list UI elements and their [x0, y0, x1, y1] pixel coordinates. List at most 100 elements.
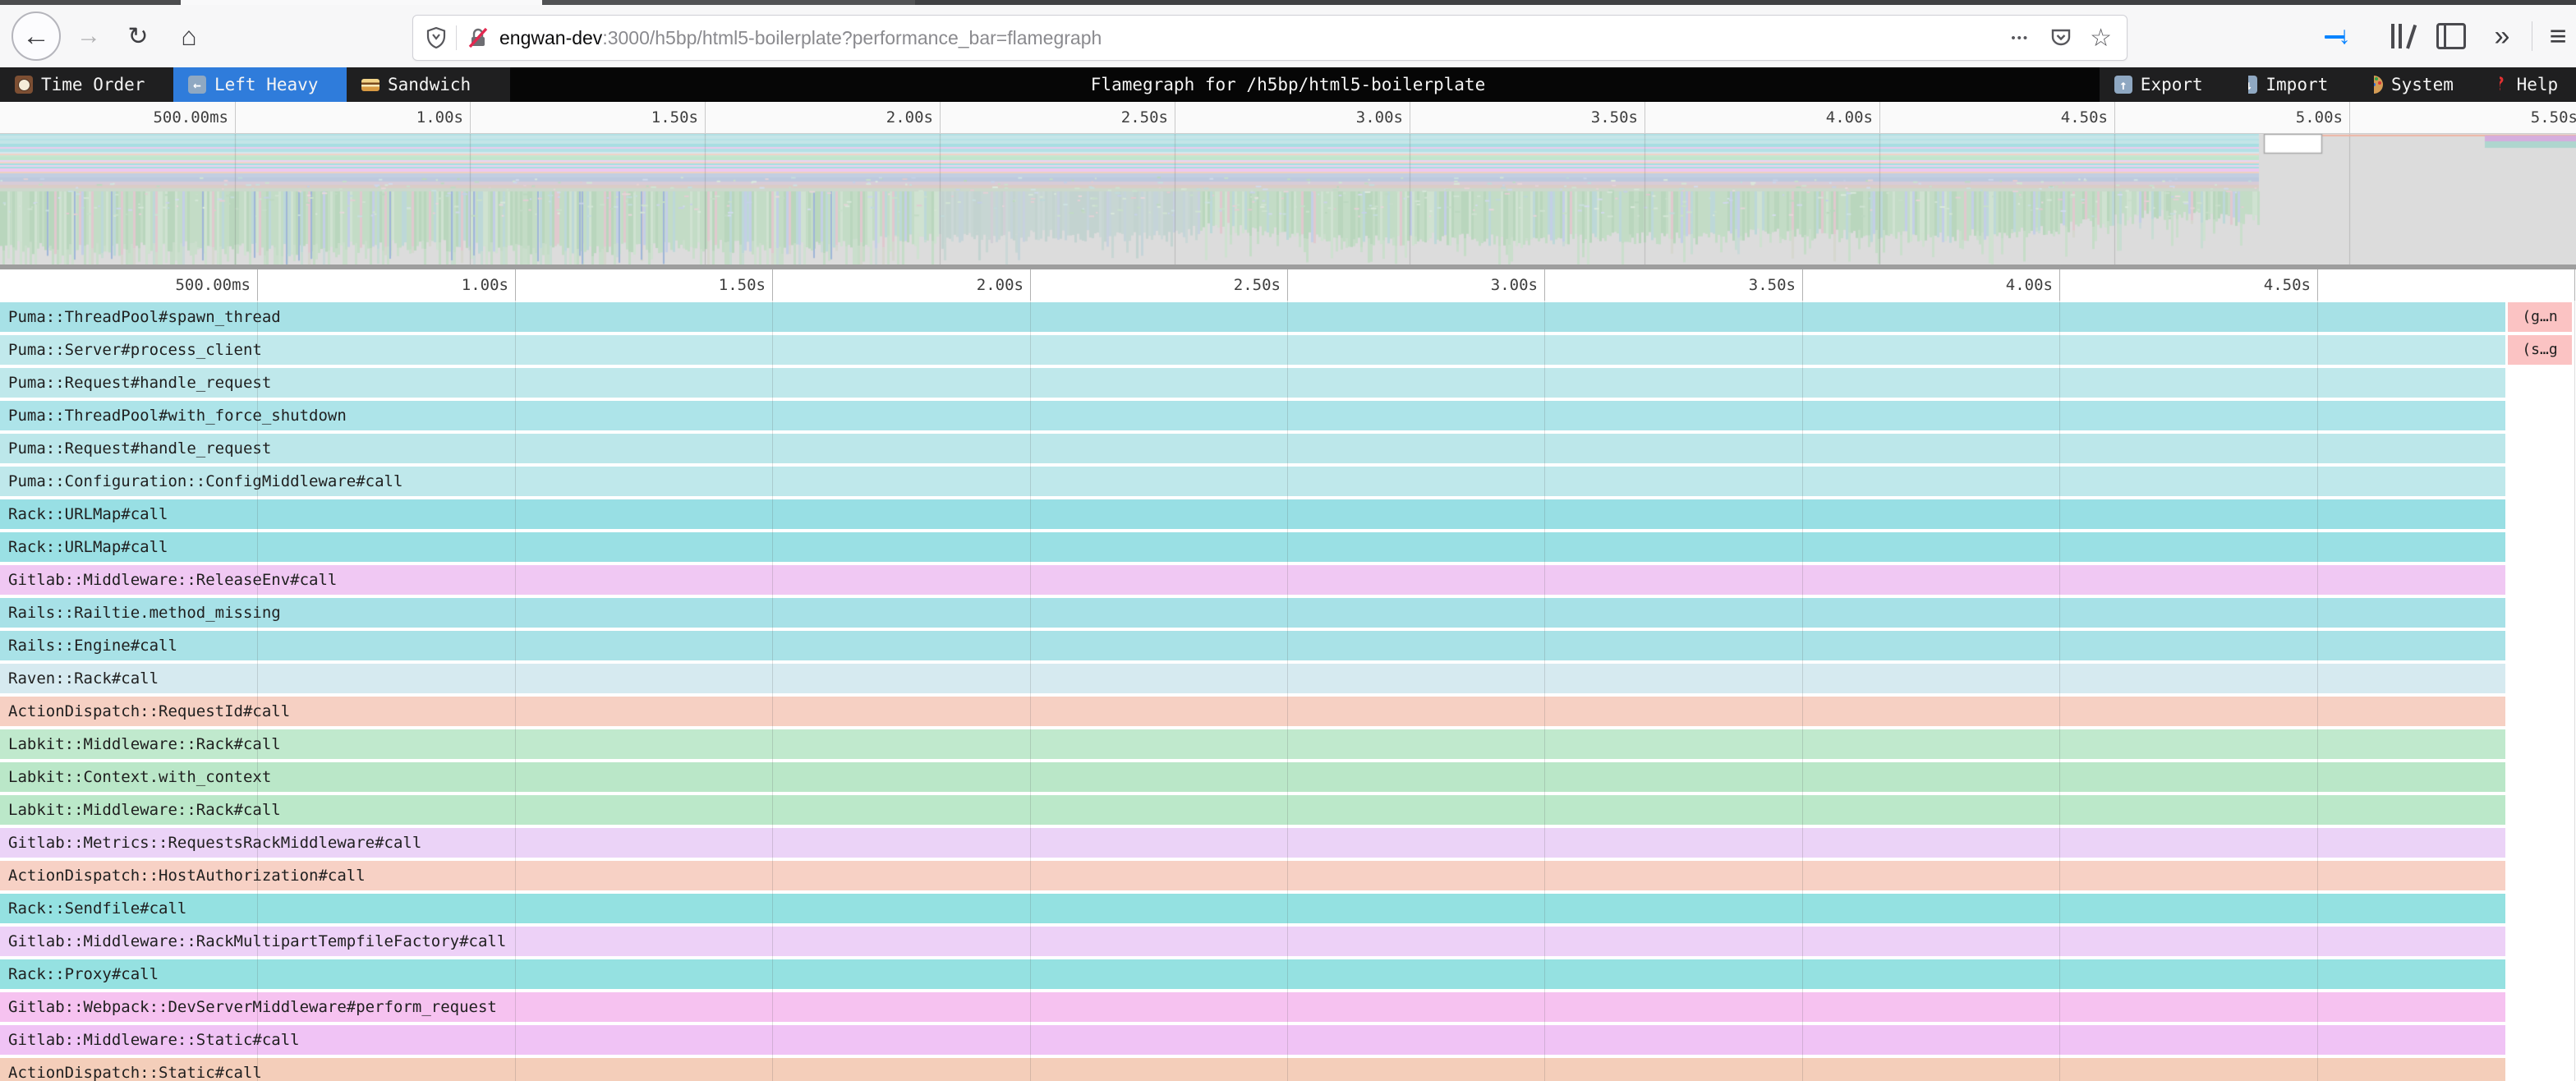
minimap-ruler: 500.00ms 1.00s 1.50s 2.00s 2.50s 3.00s 3.50s 4.… [0, 102, 2576, 134]
ruler-tick [940, 102, 941, 133]
frame-label: ActionDispatch::HostAuthorization#call [8, 867, 366, 885]
download-icon[interactable]: ↓ [2325, 16, 2364, 56]
ruler-label: 2.00s [886, 108, 933, 126]
library-icon[interactable] [2380, 16, 2420, 56]
ruler-tick [1030, 269, 1031, 301]
tab-label: Time Order [41, 75, 145, 94]
ruler-label: 2.50s [1120, 108, 1168, 126]
ruler-label: 500.00ms [153, 108, 228, 126]
minimap-canvas[interactable] [0, 134, 2576, 264]
ruler-tick [515, 269, 516, 301]
frame-label: Puma::Request#handle_request [8, 374, 272, 392]
clock-icon [15, 76, 33, 94]
frame-label: Gitlab::Webpack::DevServerMiddleware#per… [8, 998, 497, 1016]
flame-frame[interactable]: Rack::URLMap#call [0, 532, 2505, 562]
frame-label: Puma::Server#process_client [8, 341, 262, 359]
action-label: Help [2516, 75, 2559, 94]
flamegraph-toolbar: Flamegraph for /h5bp/html5-boilerplate T… [0, 67, 2576, 102]
ruler-tick [2349, 102, 2350, 133]
ruler-label: 4.00s [1825, 108, 1873, 126]
flame-frame[interactable]: Labkit::Middleware::Rack#call [0, 729, 2505, 759]
tab-left-heavy[interactable]: ← Left Heavy [173, 67, 357, 102]
flame-frame[interactable]: Rails::Railtie.method_missing [0, 598, 2505, 628]
main-view-ruler: 500.00ms 1.00s 1.50s 2.00s 2.50s 3.00s 3.50s 4.… [0, 269, 2576, 301]
flame-frame[interactable]: Gitlab::Middleware::ReleaseEnv#call [0, 565, 2505, 595]
tabstrip-segment [542, 0, 915, 5]
bookmark-star-icon[interactable]: ☆ [2090, 24, 2112, 52]
ruler-label: 3.50s [1590, 108, 1638, 126]
flame-frame[interactable]: Labkit::Context.with_context [0, 762, 2505, 792]
reload-button[interactable]: ↻ [127, 22, 149, 50]
ruler-label: 1.00s [416, 108, 463, 126]
flame-frame[interactable]: ActionDispatch::Static#call [0, 1058, 2505, 1081]
flame-frame[interactable]: Rack::Sendfile#call [0, 894, 2505, 923]
ruler-label: 4.50s [2060, 108, 2108, 126]
frame-label: Gitlab::Middleware::RackMultipartTempfil… [8, 932, 507, 950]
flame-frame[interactable]: Gitlab::Middleware::Static#call [0, 1025, 2505, 1055]
ruler-label: 4.50s [2263, 276, 2311, 294]
forward-button[interactable]: → [76, 22, 101, 49]
frame-label: Raven::Rack#call [8, 669, 159, 688]
flame-frame[interactable]: Puma::Request#handle_request [0, 434, 2505, 463]
page-actions-icon[interactable]: ••• [2011, 30, 2030, 45]
export-button[interactable]: ↑ Export [2099, 67, 2249, 102]
frame-label: (g…n [2522, 308, 2558, 325]
url-domain: engwan-dev [499, 26, 603, 48]
ruler-label: 500.00ms [175, 276, 251, 294]
flame-frame[interactable]: Puma::ThreadPool#with_force_shutdown [0, 401, 2505, 430]
flame-frame[interactable]: Rails::Engine#call [0, 631, 2505, 660]
flame-frame[interactable]: Puma::Configuration::ConfigMiddleware#ca… [0, 467, 2505, 496]
divider [456, 25, 457, 50]
ruler-tick [1802, 269, 1803, 301]
ruler-tick [1879, 102, 1880, 133]
flame-frame[interactable]: Raven::Rack#call [0, 664, 2505, 693]
ruler-label: 3.00s [1490, 276, 1538, 294]
frame-label: Rack::URLMap#call [8, 505, 168, 523]
url-text[interactable]: engwan-dev:3000/h5bp/html5-boilerplate?p… [499, 27, 1102, 49]
ruler-label: 2.50s [1233, 276, 1281, 294]
shield-icon[interactable] [426, 27, 446, 48]
flame-frame-gc[interactable]: (g…n [2508, 302, 2572, 332]
back-button[interactable]: ← [12, 12, 61, 61]
flame-frame[interactable]: Puma::ThreadPool#spawn_thread [0, 302, 2505, 332]
flame-frame[interactable]: Gitlab::Metrics::RequestsRackMiddleware#… [0, 828, 2505, 858]
url-bar[interactable]: engwan-dev:3000/h5bp/html5-boilerplate?p… [412, 15, 2128, 61]
insecure-lock-icon[interactable] [467, 26, 490, 49]
flame-frame[interactable]: Puma::Server#process_client [0, 335, 2505, 365]
export-icon: ↑ [2114, 76, 2132, 94]
ruler-label: 5.00s [2295, 108, 2343, 126]
frame-label: ActionDispatch::RequestId#call [8, 702, 291, 720]
active-tab-top[interactable] [181, 0, 542, 5]
frame-label: Rack::Sendfile#call [8, 899, 187, 918]
tab-time-order[interactable]: Time Order [0, 67, 184, 102]
flame-frame[interactable]: ActionDispatch::RequestId#call [0, 697, 2505, 726]
action-label: System [2391, 75, 2454, 94]
tabstrip-segment [0, 0, 181, 5]
menu-hamburger-icon[interactable]: ≡ [2549, 19, 2567, 53]
flame-frame[interactable]: Puma::Request#handle_request [0, 368, 2505, 398]
pocket-icon[interactable] [2050, 27, 2072, 48]
ruler-tick [235, 102, 236, 133]
home-button[interactable]: ⌂ [181, 21, 197, 51]
system-button[interactable]: System [2350, 67, 2500, 102]
ruler-label: 5.50s [2530, 108, 2576, 126]
frame-label: Puma::Request#handle_request [8, 439, 272, 458]
tab-sandwich[interactable]: Sandwich [347, 67, 510, 102]
flame-frame[interactable]: Rack::Proxy#call [0, 959, 2505, 989]
sidebar-icon[interactable] [2431, 16, 2471, 56]
flame-frame[interactable]: Gitlab::Webpack::DevServerMiddleware#per… [0, 992, 2505, 1022]
frame-label: Puma::Configuration::ConfigMiddleware#ca… [8, 472, 403, 490]
ruler-tick [772, 269, 773, 301]
flame-frame[interactable]: ActionDispatch::HostAuthorization#call [0, 861, 2505, 890]
flame-frame[interactable]: Rack::URLMap#call [0, 499, 2505, 529]
ruler-tick [1287, 269, 1288, 301]
ruler-tick [257, 269, 258, 301]
flame-frame[interactable]: Labkit::Middleware::Rack#call [0, 795, 2505, 825]
ruler-tick [705, 102, 706, 133]
overflow-chevrons-icon[interactable]: » [2494, 20, 2510, 52]
left-arrow-icon: ← [188, 76, 206, 94]
ruler-tick [2574, 269, 2575, 301]
flame-frame[interactable]: Gitlab::Middleware::RackMultipartTempfil… [0, 927, 2505, 956]
flame-frame-gc[interactable]: (s…g [2508, 335, 2572, 365]
